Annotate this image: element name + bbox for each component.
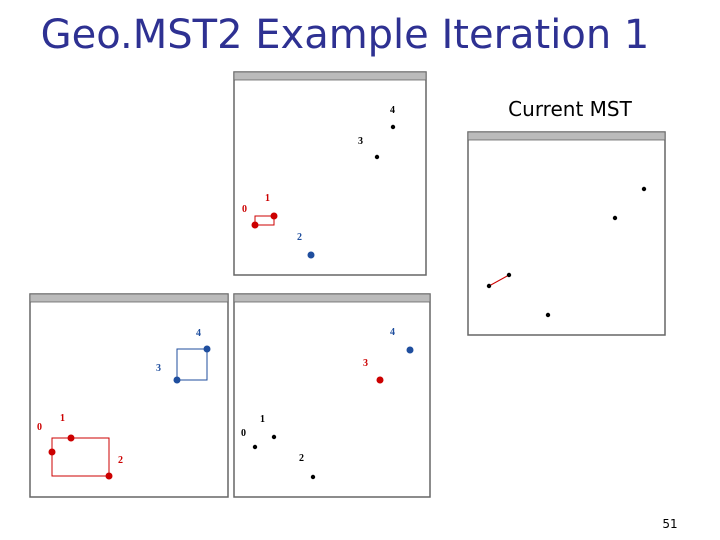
window: [467, 131, 666, 336]
node-label: 1: [60, 413, 65, 424]
node-label: 4: [390, 105, 395, 116]
node-label: 0: [241, 428, 246, 439]
node-label: 4: [390, 327, 395, 338]
slide-title: Geo.MST2 Example Iteration 1: [41, 12, 650, 58]
node-label: 1: [265, 193, 270, 204]
node-label: 2: [299, 453, 304, 464]
node-label: 2: [118, 455, 123, 466]
node-label: 0: [242, 204, 247, 215]
window: 4 3 1 0 2: [233, 71, 427, 276]
node-label: 2: [297, 232, 302, 243]
node-label: 0: [37, 422, 42, 433]
node-label: 3: [156, 363, 161, 374]
page-number: 51: [662, 517, 677, 531]
node-label: 4: [196, 328, 201, 339]
window: 4 3 1 0 2: [233, 293, 431, 498]
node-label: 1: [260, 414, 265, 425]
node-label: 3: [363, 358, 368, 369]
node-label: 3: [358, 136, 363, 147]
caption: Current MST: [508, 97, 632, 121]
window: 4 3 1 0 2: [29, 293, 229, 498]
